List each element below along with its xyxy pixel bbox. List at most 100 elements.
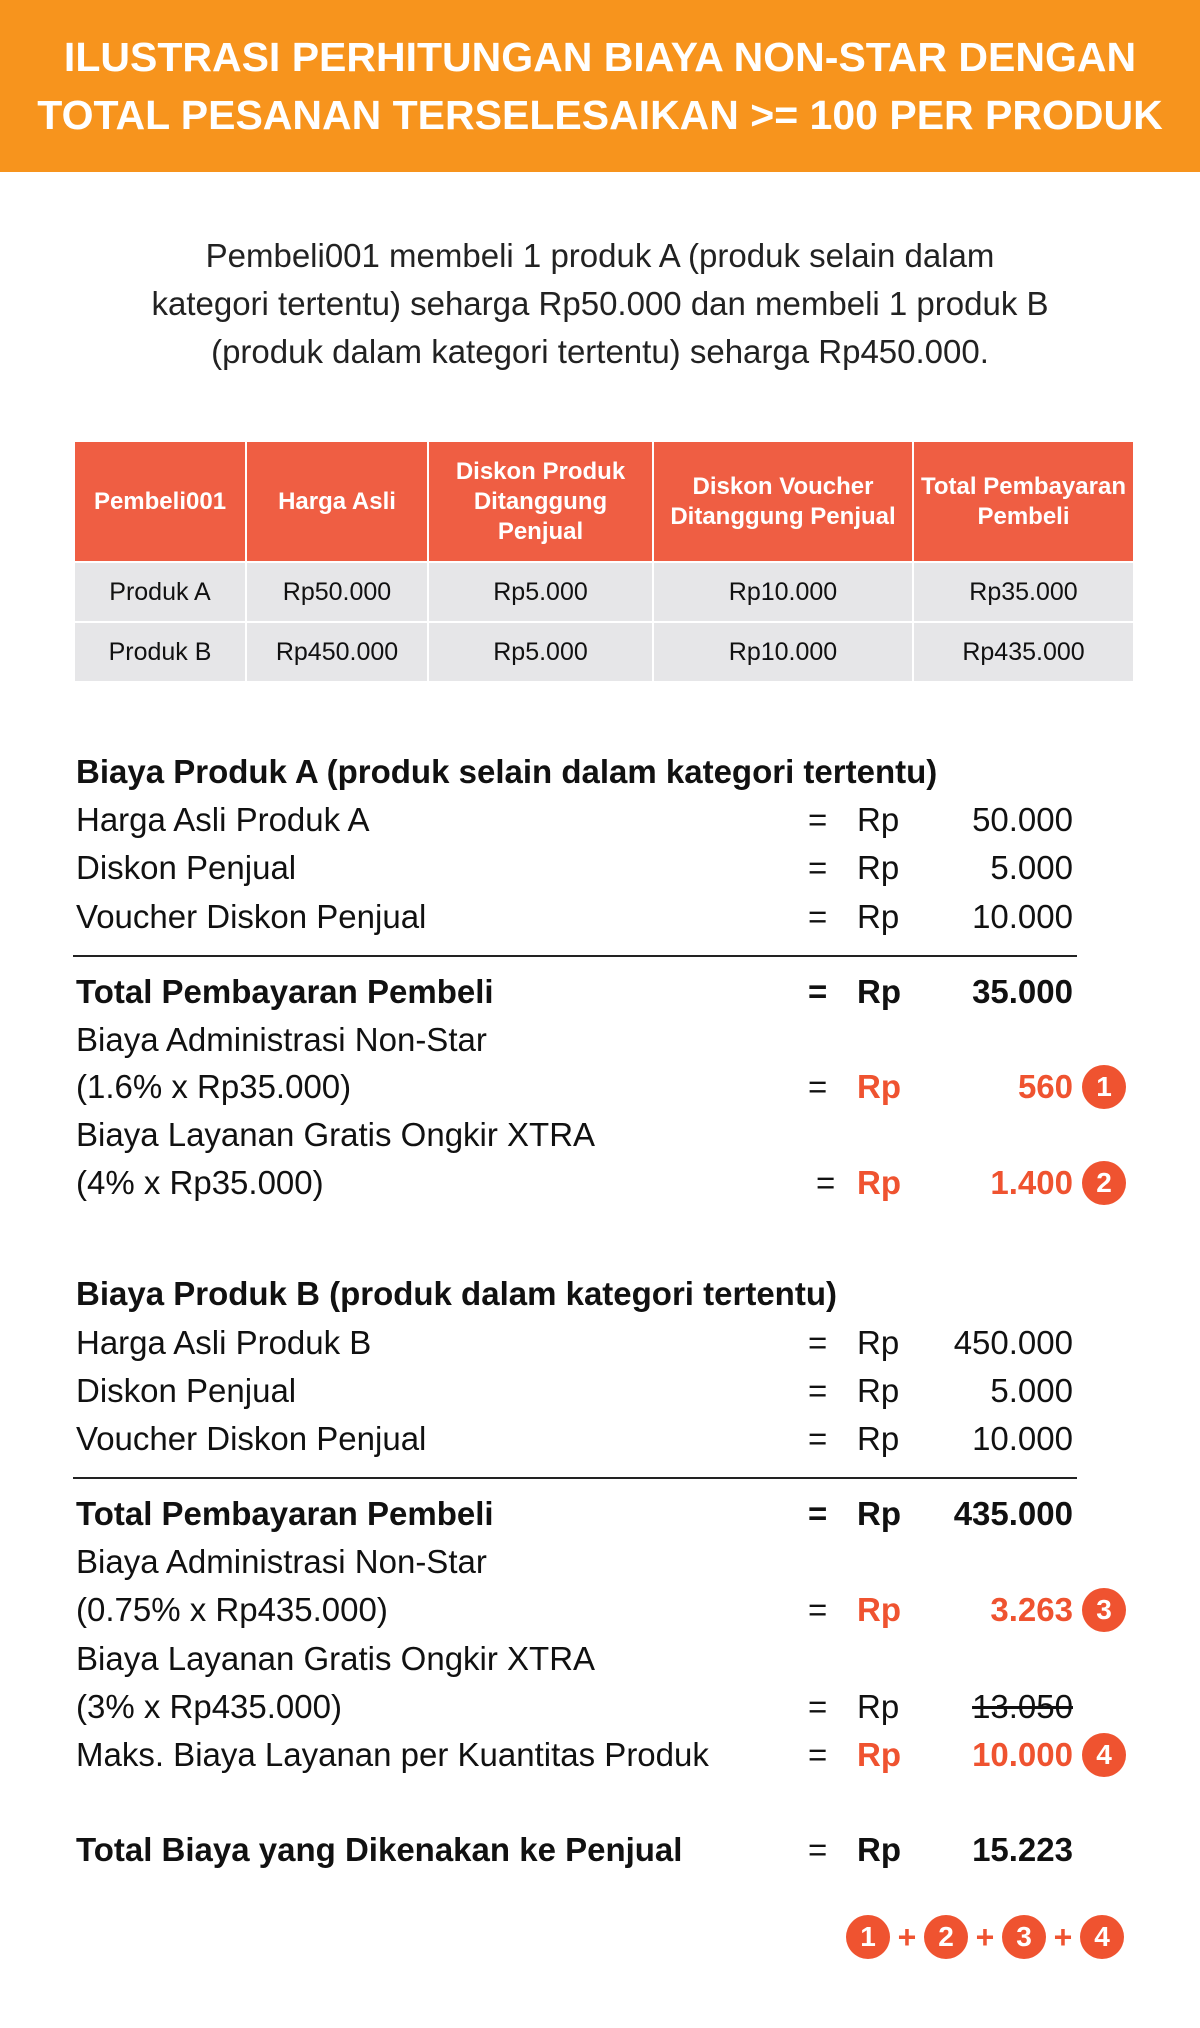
calc-value: 35.000 bbox=[972, 973, 1073, 1010]
table-header: Diskon Produk Ditanggung Penjual bbox=[427, 442, 654, 563]
number-badge: 1 bbox=[846, 1915, 890, 1959]
calc-row: (3% x Rp435.000) = Rp 13.050 bbox=[76, 1685, 1136, 1729]
equals: = bbox=[808, 1324, 828, 1361]
table-cell: Rp450.000 bbox=[245, 621, 429, 683]
calc-label: Biaya Administrasi Non-Star bbox=[76, 1543, 487, 1580]
calc-row: Diskon Penjual = Rp 5.000 bbox=[76, 846, 1136, 890]
calc-formula: (1.6% x Rp35.000) bbox=[76, 1068, 352, 1105]
table-cell: Rp435.000 bbox=[912, 621, 1135, 683]
number-badge: 4 bbox=[1080, 1915, 1124, 1959]
equals: = bbox=[808, 1068, 828, 1105]
page-header: ILUSTRASI PERHITUNGAN BIAYA NON-STAR DEN… bbox=[0, 0, 1200, 172]
calc-formula: (0.75% x Rp435.000) bbox=[76, 1591, 388, 1628]
calc-row: Maks. Biaya Layanan per Kuantitas Produk… bbox=[76, 1733, 1136, 1777]
calc-value: 15.223 bbox=[972, 1831, 1073, 1868]
calc-row: Biaya Administrasi Non-Star bbox=[76, 1018, 1136, 1062]
table-cell: Rp10.000 bbox=[652, 621, 914, 683]
calc-value: 560 bbox=[1017, 1068, 1073, 1105]
number-badge: 2 bbox=[924, 1915, 968, 1959]
calc-value: 435.000 bbox=[953, 1495, 1073, 1532]
equals: = bbox=[808, 849, 828, 886]
table-cell: Produk A bbox=[73, 561, 247, 623]
divider bbox=[73, 1477, 1077, 1479]
table-row: Produk B Rp450.000 Rp5.000 Rp10.000 Rp43… bbox=[73, 621, 1135, 683]
table-cell: Produk B bbox=[73, 621, 247, 683]
table-cell: Rp10.000 bbox=[652, 561, 914, 623]
calc-value: 10.000 bbox=[972, 1420, 1073, 1457]
calc-row: (1.6% x Rp35.000) = Rp 560 1 bbox=[76, 1065, 1136, 1109]
table-cell: Rp5.000 bbox=[427, 561, 654, 623]
currency: Rp bbox=[857, 973, 901, 1010]
currency: Rp bbox=[857, 1736, 901, 1773]
calc-row: (4% x Rp35.000) = Rp 1.400 2 bbox=[76, 1161, 1136, 1205]
purchase-table: Pembeli001 Harga Asli Diskon Produk Dita… bbox=[73, 442, 1135, 683]
currency: Rp bbox=[857, 1688, 900, 1725]
calc-row: Biaya Administrasi Non-Star bbox=[76, 1540, 1136, 1584]
calc-value: 10.000 bbox=[972, 898, 1073, 935]
calc-row: (0.75% x Rp435.000) = Rp 3.263 3 bbox=[76, 1588, 1136, 1632]
calc-label: Total Pembayaran Pembeli bbox=[76, 973, 494, 1010]
calc-label: Voucher Diskon Penjual bbox=[76, 898, 427, 935]
intro-line: Pembeli001 membeli 1 produk A (produk se… bbox=[205, 237, 995, 274]
table-header: Harga Asli bbox=[245, 442, 429, 563]
calc-row-total: Total Pembayaran Pembeli = Rp 435.000 bbox=[76, 1492, 1136, 1536]
table-cell: Rp5.000 bbox=[427, 621, 654, 683]
equals: = bbox=[808, 1495, 828, 1532]
calc-row-total: Total Pembayaran Pembeli = Rp 35.000 bbox=[76, 970, 1136, 1014]
calc-value-struck: 13.050 bbox=[972, 1688, 1073, 1725]
currency: Rp bbox=[857, 801, 900, 838]
intro-line: (produk dalam kategori tertentu) seharga… bbox=[211, 333, 989, 370]
calc-label: Harga Asli Produk B bbox=[76, 1324, 372, 1361]
table-row: Produk A Rp50.000 Rp5.000 Rp10.000 Rp35.… bbox=[73, 561, 1135, 623]
calc-row: Diskon Penjual = Rp 5.000 bbox=[76, 1369, 1136, 1413]
equals: = bbox=[816, 1164, 836, 1201]
grand-total-row: Total Biaya yang Dikenakan ke Penjual = Rp… bbox=[76, 1828, 1136, 1872]
plus-sign: + bbox=[975, 1918, 995, 1955]
table-header: Diskon Voucher Ditanggung Penjual bbox=[652, 442, 914, 563]
calc-label: Maks. Biaya Layanan per Kuantitas Produk bbox=[76, 1736, 709, 1773]
calc-formula: (3% x Rp435.000) bbox=[76, 1688, 342, 1725]
currency: Rp bbox=[857, 1164, 901, 1201]
calc-label: Diskon Penjual bbox=[76, 849, 297, 886]
calc-value: 50.000 bbox=[972, 801, 1073, 838]
divider bbox=[73, 955, 1077, 957]
calc-row: Voucher Diskon Penjual = Rp 10.000 bbox=[76, 1417, 1136, 1461]
intro-line: kategori tertentu) seharga Rp50.000 dan … bbox=[151, 285, 1049, 322]
equals: = bbox=[808, 801, 828, 838]
currency: Rp bbox=[857, 1831, 901, 1868]
header-title-line1: ILUSTRASI PERHITUNGAN BIAYA NON-STAR DEN… bbox=[63, 34, 1137, 80]
section-b-title: Biaya Produk B (produk dalam kategori te… bbox=[76, 1272, 1136, 1316]
calc-label: Harga Asli Produk A bbox=[76, 801, 370, 838]
equals: = bbox=[808, 1420, 828, 1457]
calc-value: 450.000 bbox=[953, 1324, 1073, 1361]
calc-label: Biaya Administrasi Non-Star bbox=[76, 1021, 487, 1058]
calc-row: Voucher Diskon Penjual = Rp 10.000 bbox=[76, 895, 1136, 939]
section-a-title: Biaya Produk A (produk selain dalam kate… bbox=[76, 750, 1136, 794]
sum-formula: 1 + 2 + 3 + 4 bbox=[846, 1915, 1124, 1959]
table-header-row: Pembeli001 Harga Asli Diskon Produk Dita… bbox=[73, 442, 1135, 563]
calc-row: Biaya Layanan Gratis Ongkir XTRA bbox=[76, 1113, 1136, 1157]
equals: = bbox=[808, 1831, 828, 1868]
currency: Rp bbox=[857, 1324, 900, 1361]
number-badge: 3 bbox=[1082, 1588, 1126, 1632]
section-title: Biaya Produk B (produk dalam kategori te… bbox=[76, 1275, 837, 1312]
table-header: Total Pembayaran Pembeli bbox=[912, 442, 1135, 563]
currency: Rp bbox=[857, 1372, 900, 1409]
calc-label: Diskon Penjual bbox=[76, 1372, 297, 1409]
currency: Rp bbox=[857, 1068, 901, 1105]
currency: Rp bbox=[857, 1591, 901, 1628]
calc-value: 10.000 bbox=[972, 1736, 1073, 1773]
equals: = bbox=[808, 1372, 828, 1409]
calc-value: 5.000 bbox=[990, 849, 1073, 886]
number-badge: 3 bbox=[1002, 1915, 1046, 1959]
equals: = bbox=[808, 898, 828, 935]
currency: Rp bbox=[857, 849, 900, 886]
plus-sign: + bbox=[1053, 1918, 1073, 1955]
calc-row: Biaya Layanan Gratis Ongkir XTRA bbox=[76, 1637, 1136, 1681]
table-header: Pembeli001 bbox=[73, 442, 247, 563]
table-cell: Rp35.000 bbox=[912, 561, 1135, 623]
currency: Rp bbox=[857, 1495, 901, 1532]
calc-label: Biaya Layanan Gratis Ongkir XTRA bbox=[76, 1640, 596, 1677]
equals: = bbox=[808, 1591, 828, 1628]
number-badge: 4 bbox=[1082, 1733, 1126, 1777]
